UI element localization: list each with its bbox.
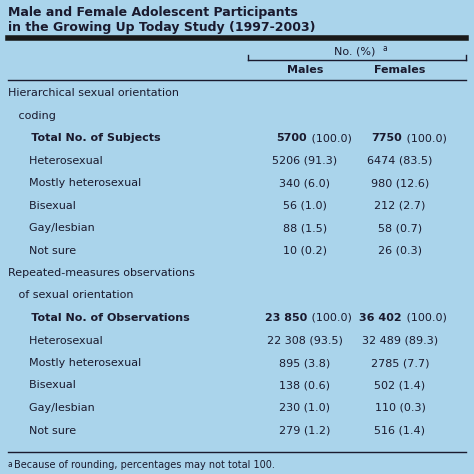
Text: Total No. of Observations: Total No. of Observations bbox=[8, 313, 190, 323]
Text: 23 850: 23 850 bbox=[265, 313, 307, 323]
Text: (100.0): (100.0) bbox=[403, 313, 447, 323]
Text: (100.0): (100.0) bbox=[403, 133, 447, 143]
Text: Males: Males bbox=[287, 65, 323, 75]
Text: 279 (1.2): 279 (1.2) bbox=[279, 426, 331, 436]
Text: 516 (1.4): 516 (1.4) bbox=[374, 426, 426, 436]
Text: Repeated-measures observations: Repeated-measures observations bbox=[8, 268, 195, 278]
Text: 10 (0.2): 10 (0.2) bbox=[283, 246, 327, 255]
Text: 2785 (7.7): 2785 (7.7) bbox=[371, 358, 429, 368]
Text: Hierarchical sexual orientation: Hierarchical sexual orientation bbox=[8, 88, 179, 98]
Text: 6474 (83.5): 6474 (83.5) bbox=[367, 155, 433, 165]
Text: 26 (0.3): 26 (0.3) bbox=[378, 246, 422, 255]
Text: 88 (1.5): 88 (1.5) bbox=[283, 223, 327, 233]
Text: 58 (0.7): 58 (0.7) bbox=[378, 223, 422, 233]
Text: 32 489 (89.3): 32 489 (89.3) bbox=[362, 336, 438, 346]
Text: a: a bbox=[8, 460, 13, 469]
Text: Gay/lesbian: Gay/lesbian bbox=[8, 223, 95, 233]
Text: Because of rounding, percentages may not total 100.: Because of rounding, percentages may not… bbox=[14, 460, 275, 470]
Text: Total No. of Subjects: Total No. of Subjects bbox=[8, 133, 161, 143]
Text: Not sure: Not sure bbox=[8, 426, 76, 436]
Text: Male and Female Adolescent Participants: Male and Female Adolescent Participants bbox=[8, 6, 298, 19]
Text: 5700: 5700 bbox=[276, 133, 307, 143]
Text: 502 (1.4): 502 (1.4) bbox=[374, 381, 426, 391]
Text: 980 (12.6): 980 (12.6) bbox=[371, 178, 429, 188]
Text: 7750: 7750 bbox=[371, 133, 402, 143]
Text: 22 308 (93.5): 22 308 (93.5) bbox=[267, 336, 343, 346]
Text: Not sure: Not sure bbox=[8, 246, 76, 255]
Text: 138 (0.6): 138 (0.6) bbox=[280, 381, 330, 391]
Text: (100.0): (100.0) bbox=[308, 133, 352, 143]
Text: Gay/lesbian: Gay/lesbian bbox=[8, 403, 95, 413]
Text: Mostly heterosexual: Mostly heterosexual bbox=[8, 358, 141, 368]
Text: Heterosexual: Heterosexual bbox=[8, 155, 103, 165]
Text: 110 (0.3): 110 (0.3) bbox=[374, 403, 426, 413]
Text: of sexual orientation: of sexual orientation bbox=[8, 291, 134, 301]
Text: Heterosexual: Heterosexual bbox=[8, 336, 103, 346]
Text: 340 (6.0): 340 (6.0) bbox=[280, 178, 330, 188]
Text: a: a bbox=[383, 44, 388, 53]
Text: 895 (3.8): 895 (3.8) bbox=[279, 358, 331, 368]
Text: Females: Females bbox=[374, 65, 426, 75]
Text: (100.0): (100.0) bbox=[308, 313, 352, 323]
Text: 56 (1.0): 56 (1.0) bbox=[283, 201, 327, 210]
Text: Bisexual: Bisexual bbox=[8, 201, 76, 210]
Text: 5206 (91.3): 5206 (91.3) bbox=[273, 155, 337, 165]
Text: No. (%): No. (%) bbox=[334, 46, 376, 56]
Text: Mostly heterosexual: Mostly heterosexual bbox=[8, 178, 141, 188]
Text: 212 (2.7): 212 (2.7) bbox=[374, 201, 426, 210]
Text: Bisexual: Bisexual bbox=[8, 381, 76, 391]
Text: 36 402: 36 402 bbox=[359, 313, 402, 323]
Text: coding: coding bbox=[8, 110, 56, 120]
Text: in the Growing Up Today Study (1997-2003): in the Growing Up Today Study (1997-2003… bbox=[8, 21, 316, 34]
Text: 230 (1.0): 230 (1.0) bbox=[280, 403, 330, 413]
